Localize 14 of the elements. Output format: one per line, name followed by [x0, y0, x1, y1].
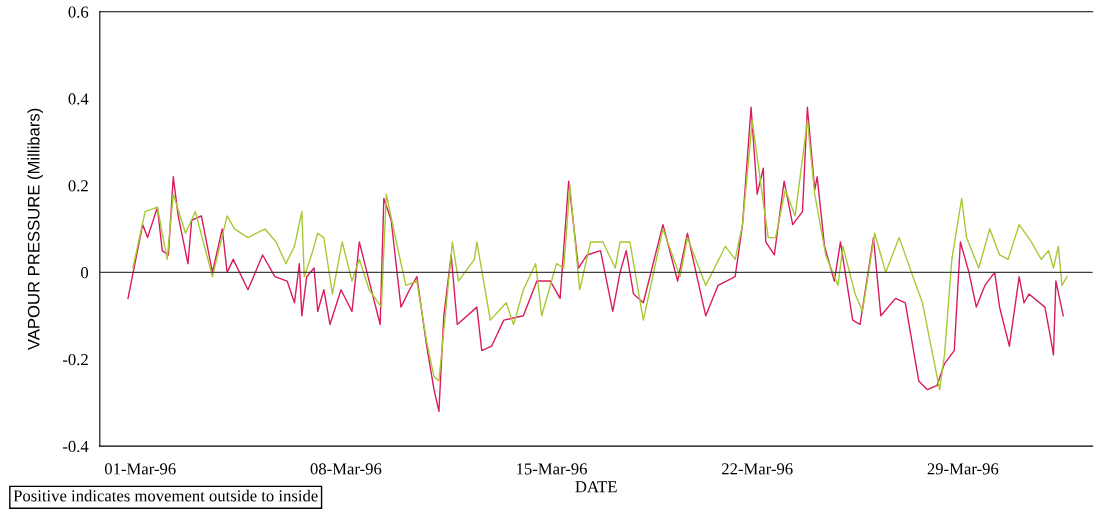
x-axis-title: DATE — [575, 481, 617, 493]
text: Positive indicates movement outside to inside — [13, 489, 318, 502]
x-tick-label: 01-Mar-96 — [104, 463, 176, 475]
x-tick-label: 29-Mar-96 — [927, 463, 999, 475]
y-tick-label: -0.2 — [62, 353, 88, 366]
y-tick-label: 0.2 — [68, 180, 88, 192]
x-tick-label: 15-Mar-96 — [517, 463, 587, 475]
y-tick-label: 0.6 — [68, 6, 89, 18]
y-axis-title: VAPOUR PRESSURE (Millibars) — [27, 108, 43, 351]
x-tick-label: 08-Mar-96 — [310, 463, 382, 475]
x-tick-label: 22-Mar-96 — [721, 463, 793, 475]
y-tick-label: 0 — [81, 267, 89, 279]
y-tick-label: -0.4 — [62, 440, 89, 453]
y-tick-label: 0.4 — [68, 93, 89, 105]
